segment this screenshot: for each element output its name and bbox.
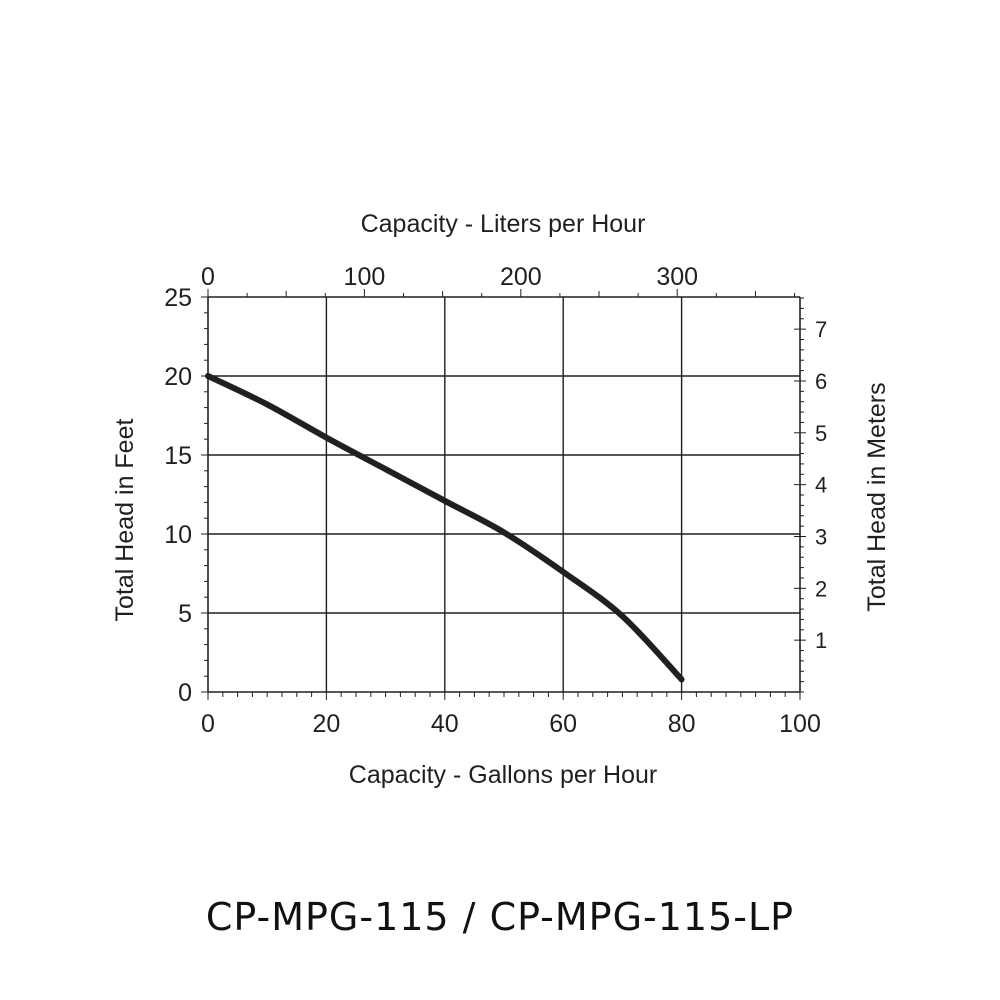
y-tick-label: 10 bbox=[164, 521, 192, 549]
y2-tick-label: 3 bbox=[815, 524, 827, 549]
y2-tick-label: 1 bbox=[815, 628, 827, 653]
x-tick-label: 20 bbox=[312, 710, 340, 738]
x2-tick-label: 0 bbox=[201, 263, 215, 291]
y2-tick-label: 6 bbox=[815, 369, 827, 394]
y-tick-label: 25 bbox=[164, 284, 192, 312]
y-tick-label: 0 bbox=[178, 679, 192, 707]
y-tick-label: 5 bbox=[178, 600, 192, 628]
y-tick-label: 15 bbox=[164, 442, 192, 470]
x2-tick-label: 200 bbox=[500, 263, 542, 291]
model-title: CP-MPG-115 / CP-MPG-115-LP bbox=[205, 895, 795, 939]
x-axis-title: Capacity - Gallons per Hour bbox=[349, 761, 657, 789]
y2-tick-label: 4 bbox=[815, 473, 827, 498]
performance-curve-group bbox=[205, 373, 685, 683]
y2-tick-label: 5 bbox=[815, 421, 827, 446]
y-tick-label: 20 bbox=[164, 363, 192, 391]
x-tick-label: 80 bbox=[668, 710, 696, 738]
minor-ticks bbox=[201, 289, 806, 700]
x2-tick-label: 300 bbox=[656, 263, 698, 291]
grid-lines bbox=[207, 296, 801, 693]
y2-axis-title: Total Head in Meters bbox=[863, 382, 891, 611]
y2-tick-label: 7 bbox=[815, 317, 827, 342]
y2-tick-label: 2 bbox=[815, 576, 827, 601]
x-tick-label: 100 bbox=[779, 710, 821, 738]
x-tick-label: 0 bbox=[201, 710, 215, 738]
performance-curve-line bbox=[205, 373, 685, 683]
x-tick-label: 40 bbox=[431, 710, 459, 738]
x-tick-label: 60 bbox=[549, 710, 577, 738]
tick-labels: 0 20 40 60 80 100 0 5 10 15 20 25 0 100 200 300 1 2 3 4 5 6 7 bbox=[164, 263, 827, 738]
y-axis-title: Total Head in Feet bbox=[111, 419, 139, 622]
x2-axis-title: Capacity - Liters per Hour bbox=[361, 210, 646, 238]
x2-tick-label: 100 bbox=[344, 263, 386, 291]
